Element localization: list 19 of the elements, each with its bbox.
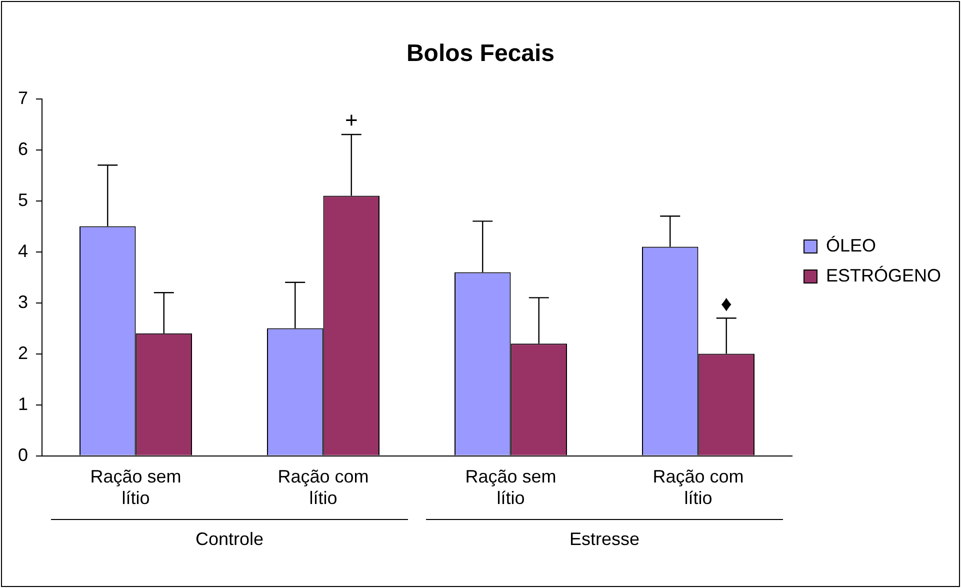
y-tick-label: 6 [18,138,28,159]
y-tick-label: 1 [18,394,28,414]
data-label: ♦ [720,291,732,316]
y-tick-label: 2 [18,342,28,363]
x-tick-label: Ração sem lítio [465,466,556,508]
x-tick-label: Ração com lítio [278,466,369,508]
y-tick-label: 5 [18,190,28,210]
x-tick-label: Ração sem lítio [90,466,182,508]
y-tick-label: 3 [18,292,28,312]
legend-label: ESTRÓGENO [826,265,941,286]
x-tick-label: Ração com lítio [652,466,744,508]
chart-title: Bolos Fecais [406,40,555,68]
text: Estresse [568,529,640,550]
y-tick-label: 7 [18,88,28,108]
y-tick-label: 0 [18,444,28,465]
y-tick-label: 4 [18,240,28,261]
data-label: + [344,108,358,133]
legend-label: ÓLEO [826,235,876,256]
text: Controle [194,529,265,550]
